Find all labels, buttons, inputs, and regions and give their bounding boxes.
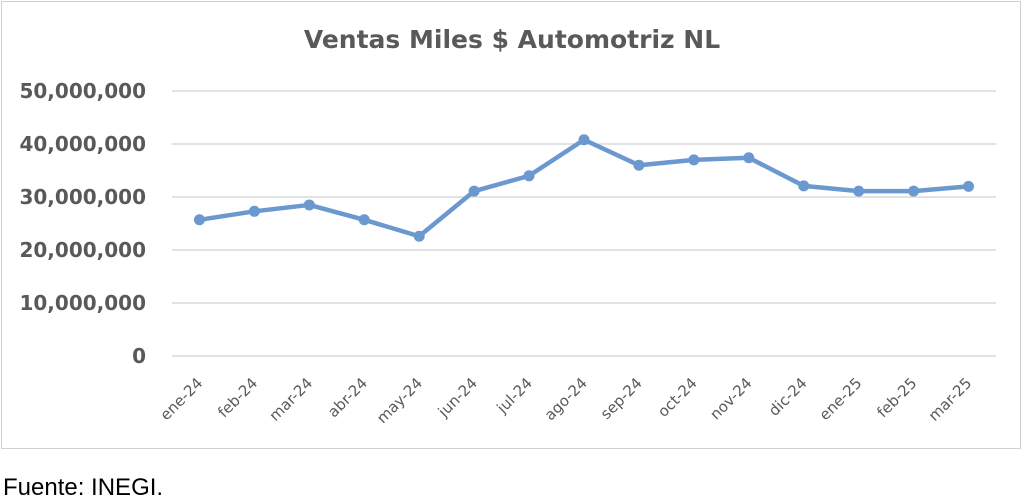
data-point — [743, 152, 755, 164]
y-tick-label: 10,000,000 — [19, 291, 146, 315]
data-point — [633, 159, 645, 171]
y-tick-label: 40,000,000 — [19, 132, 146, 156]
y-tick-label: 20,000,000 — [19, 238, 146, 262]
x-tick-label: ene-25 — [816, 374, 866, 424]
gridlines — [172, 90, 996, 357]
data-point — [193, 214, 205, 226]
x-tick-label: abr-24 — [324, 374, 371, 421]
x-tick-label: ene-24 — [156, 374, 206, 424]
data-point — [688, 154, 700, 166]
data-point — [798, 180, 810, 192]
y-axis-tick-labels: 0 10,000,000 20,000,000 30,000,000 40,000,00… — [19, 79, 146, 368]
y-tick-label: 50,000,000 — [19, 79, 146, 103]
x-tick-label: jul-24 — [493, 374, 536, 417]
line-chart: Ventas Miles $ Automotriz NL 0 10,000,000… — [19, 25, 996, 427]
x-tick-label: ago-24 — [541, 374, 591, 424]
x-tick-label: feb-24 — [214, 374, 261, 421]
data-point — [413, 230, 425, 242]
series-line — [197, 137, 971, 239]
x-tick-label: dic-24 — [765, 374, 811, 420]
x-tick-label: feb-25 — [873, 374, 920, 421]
x-tick-label: mar-24 — [266, 374, 317, 425]
data-point — [578, 134, 590, 146]
chart-frame — [1, 1, 1021, 449]
x-axis-tick-labels: ene-24 feb-24 mar-24 abr-24 may-24 jun-24 jul-… — [156, 374, 975, 427]
x-tick-label: oct-24 — [654, 374, 701, 421]
y-tick-label: 30,000,000 — [19, 185, 146, 209]
y-tick-label: 0 — [132, 344, 146, 368]
data-point — [358, 214, 370, 226]
data-point — [303, 199, 315, 211]
x-tick-label: sep-24 — [597, 374, 646, 423]
data-point — [853, 185, 865, 197]
x-tick-label: may-24 — [373, 374, 426, 427]
data-point — [523, 170, 535, 182]
data-point — [908, 185, 920, 197]
data-point — [963, 180, 975, 192]
data-point — [468, 185, 480, 197]
source-note: Fuente: INEGI. — [3, 474, 164, 501]
series-layer — [193, 134, 975, 242]
x-tick-label: nov-24 — [706, 374, 755, 423]
x-tick-label: mar-25 — [925, 374, 976, 425]
data-point — [248, 205, 260, 217]
x-tick-label: jun-24 — [434, 374, 481, 421]
chart-title: Ventas Miles $ Automotriz NL — [304, 25, 720, 54]
